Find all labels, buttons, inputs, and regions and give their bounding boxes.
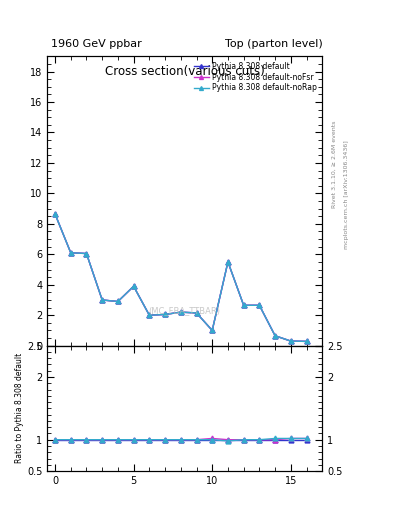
Pythia 8.308 default-noRap [131,283,136,289]
Pythia 8.308 default-noFsr [68,250,73,256]
Pythia 8.308 default-noFsr [147,312,152,318]
Line: Pythia 8.308 default: Pythia 8.308 default [53,211,309,344]
Pythia 8.308 default-noRap [210,327,215,333]
Pythia 8.308 default [226,259,230,265]
Pythia 8.308 default-noRap [53,211,57,217]
Text: (MC_FBA_TTBAR): (MC_FBA_TTBAR) [149,307,221,315]
Pythia 8.308 default-noRap [194,310,199,316]
Pythia 8.308 default-noRap [100,297,105,303]
Pythia 8.308 default-noFsr [116,298,120,305]
Pythia 8.308 default [241,302,246,308]
Pythia 8.308 default-noRap [304,338,309,345]
Pythia 8.308 default-noRap [288,338,293,344]
Pythia 8.308 default-noRap [116,298,120,305]
Pythia 8.308 default-noFsr [226,259,230,265]
Pythia 8.308 default-noFsr [241,302,246,308]
Pythia 8.308 default [178,309,183,315]
Pythia 8.308 default [288,338,293,344]
Legend: Pythia 8.308 default, Pythia 8.308 default-noFsr, Pythia 8.308 default-noRap: Pythia 8.308 default, Pythia 8.308 defau… [192,60,318,94]
Pythia 8.308 default-noFsr [84,250,89,257]
Y-axis label: Ratio to Pythia 8.308 default: Ratio to Pythia 8.308 default [15,353,24,463]
Pythia 8.308 default [304,338,309,345]
Pythia 8.308 default-noRap [147,312,152,318]
Pythia 8.308 default [210,327,215,333]
Pythia 8.308 default [131,283,136,289]
Pythia 8.308 default [84,250,89,257]
Pythia 8.308 default [273,333,277,339]
Line: Pythia 8.308 default-noFsr: Pythia 8.308 default-noFsr [53,211,309,344]
Pythia 8.308 default [100,297,105,303]
Pythia 8.308 default-noRap [241,302,246,308]
Text: mcplots.cern.ch [arXiv:1306.3436]: mcplots.cern.ch [arXiv:1306.3436] [344,140,349,249]
Pythia 8.308 default-noFsr [178,309,183,315]
Pythia 8.308 default-noFsr [257,302,262,308]
Pythia 8.308 default-noFsr [131,283,136,289]
Pythia 8.308 default-noFsr [194,310,199,316]
Pythia 8.308 default-noFsr [273,333,277,339]
Pythia 8.308 default-noFsr [163,311,167,317]
Pythia 8.308 default-noRap [226,259,230,265]
Pythia 8.308 default-noRap [84,250,89,257]
Pythia 8.308 default-noRap [68,250,73,256]
Pythia 8.308 default-noRap [257,302,262,308]
Pythia 8.308 default [194,310,199,316]
Pythia 8.308 default-noRap [273,333,277,339]
Pythia 8.308 default [163,311,167,317]
Pythia 8.308 default [68,250,73,256]
Text: 1960 GeV ppbar: 1960 GeV ppbar [51,38,142,49]
Text: Cross section(various cuts): Cross section(various cuts) [105,65,264,78]
Pythia 8.308 default-noRap [163,311,167,317]
Pythia 8.308 default-noRap [178,309,183,315]
Pythia 8.308 default [116,298,120,305]
Pythia 8.308 default-noFsr [288,338,293,344]
Text: Rivet 3.1.10, ≥ 2.6M events: Rivet 3.1.10, ≥ 2.6M events [332,120,337,207]
Pythia 8.308 default [53,211,57,217]
Pythia 8.308 default-noFsr [100,297,105,303]
Pythia 8.308 default-noFsr [53,211,57,217]
Pythia 8.308 default-noFsr [210,327,215,333]
Pythia 8.308 default-noFsr [304,338,309,345]
Text: Top (parton level): Top (parton level) [224,38,322,49]
Pythia 8.308 default [147,312,152,318]
Pythia 8.308 default [257,302,262,308]
Line: Pythia 8.308 default-noRap: Pythia 8.308 default-noRap [53,211,309,344]
